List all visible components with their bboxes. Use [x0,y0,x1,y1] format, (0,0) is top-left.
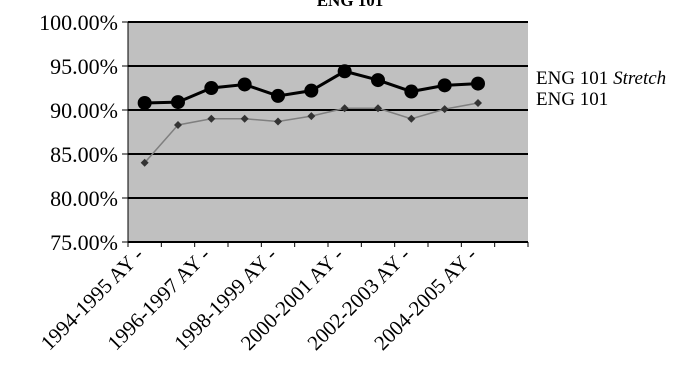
data-point [304,83,319,98]
y-tick-label: 75.00% [50,230,118,255]
data-point [207,114,216,123]
legend-label-stretch-italic: Stretch [613,67,667,89]
data-point [404,84,419,99]
data-point [337,64,352,79]
data-point [340,104,349,113]
data-point [407,114,416,123]
data-point [440,105,449,114]
y-tick-label: 80.00% [50,186,118,211]
data-point [437,78,452,93]
data-point [171,95,185,110]
y-tick-label: 100.00% [39,10,118,35]
data-point [237,77,252,92]
chart-title: ENG 101 [316,0,384,10]
data-point [137,95,152,110]
data-point [271,88,285,103]
data-point [140,158,149,167]
data-point [204,81,219,95]
data-point [474,98,482,107]
legend-entry-stretch: ENG 101 Stretch [536,68,666,90]
plot-area [128,22,528,242]
data-point [371,73,385,88]
y-tick-label: 85.00% [50,142,118,167]
y-tick-label: 95.00% [50,54,118,79]
data-point [471,76,485,91]
data-point [274,117,282,126]
data-point [174,120,182,129]
data-point [307,112,316,121]
data-point [240,114,249,123]
data-point [374,104,382,113]
y-tick-label: 90.00% [50,98,118,123]
legend-label-eng101: ENG 101 [536,88,609,110]
legend-entry-eng101: ENG 101 [536,89,608,111]
legend-label-stretch-main: ENG 101 [536,67,609,89]
